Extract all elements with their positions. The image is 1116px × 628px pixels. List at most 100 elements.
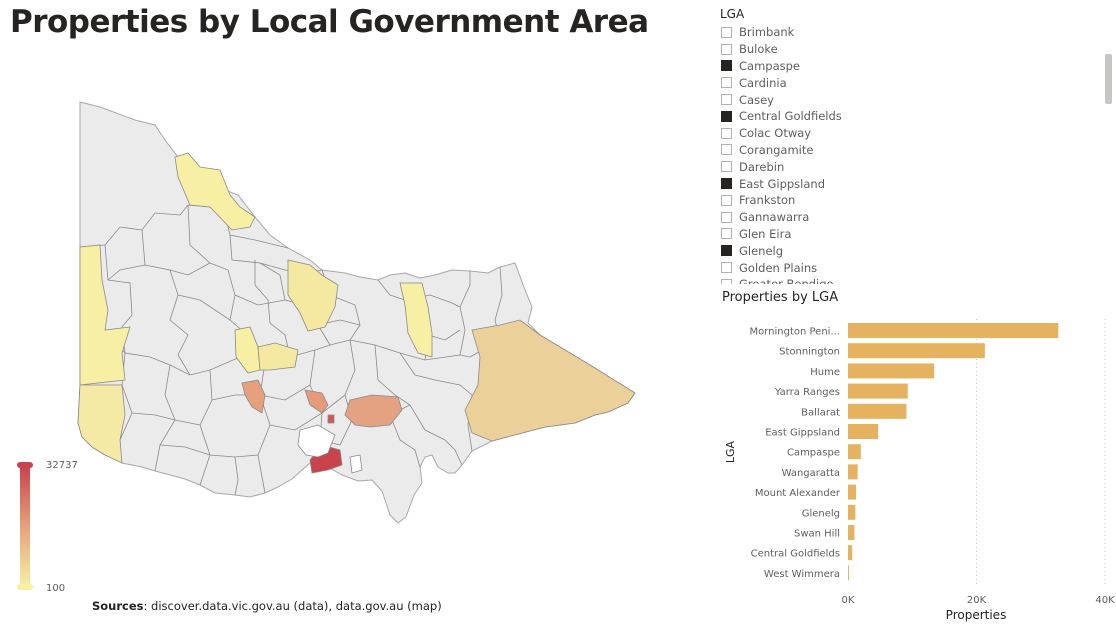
category-label: Mornington Peni... bbox=[749, 327, 840, 338]
bar[interactable] bbox=[848, 545, 853, 561]
category-label: Glenelg bbox=[802, 508, 840, 519]
bar[interactable] bbox=[848, 464, 858, 480]
category-label: Wangaratta bbox=[782, 468, 840, 479]
bar-chart-svg: Mornington Peni... Stonnington Hume Yarra R… bbox=[724, 319, 1115, 622]
bar[interactable] bbox=[848, 424, 879, 439]
slicer-checkbox[interactable] bbox=[721, 43, 732, 55]
slicer-item[interactable]: Frankston bbox=[718, 192, 1113, 209]
slicer-checkbox[interactable] bbox=[721, 178, 732, 190]
slicer-item[interactable]: Darebin bbox=[718, 158, 1113, 175]
slicer-checkbox[interactable] bbox=[721, 77, 732, 89]
slicer-item-label: Glenelg bbox=[739, 243, 784, 258]
bar[interactable] bbox=[848, 343, 985, 359]
slicer-item-label: Greater Bendigo bbox=[739, 277, 834, 284]
slicer-item-label: Buloke bbox=[739, 42, 778, 57]
category-label: Central Goldfields bbox=[751, 549, 840, 560]
category-label: Stonnington bbox=[779, 347, 840, 358]
legend-min-label: 100 bbox=[46, 583, 66, 594]
map-color-legend bbox=[17, 462, 33, 590]
slicer-checkbox[interactable] bbox=[721, 26, 732, 38]
slicer-title: LGA bbox=[720, 7, 745, 21]
properties-bar-chart: Properties by LGA Mornington Peni... Ston… bbox=[718, 287, 1116, 624]
slicer-item[interactable]: Corangamite bbox=[718, 142, 1113, 159]
slicer-item[interactable]: Cardinia bbox=[718, 74, 1113, 91]
slicer-item-label: Brimbank bbox=[739, 25, 795, 40]
slicer-item[interactable]: Golden Plains bbox=[718, 259, 1113, 276]
port-phillip-bay bbox=[297, 424, 336, 458]
slicer-item-label: Cardinia bbox=[739, 75, 787, 90]
bar[interactable] bbox=[848, 383, 908, 399]
slicer-item[interactable]: Glenelg bbox=[718, 242, 1113, 259]
slicer-item-label: Golden Plains bbox=[739, 260, 818, 275]
lga-stonnington bbox=[327, 414, 335, 424]
category-label: Mount Alexander bbox=[755, 488, 841, 499]
slicer-item-label: Casey bbox=[739, 92, 774, 107]
slicer-checkbox[interactable] bbox=[721, 245, 732, 257]
category-label: Hume bbox=[810, 367, 840, 378]
x-tick-label: 0K bbox=[842, 595, 855, 606]
page-title: Properties by Local Government Area bbox=[10, 4, 649, 40]
slicer-item[interactable]: Buloke bbox=[718, 41, 1113, 58]
slicer-item[interactable]: Glen Eira bbox=[718, 226, 1113, 243]
slicer-checkbox[interactable] bbox=[721, 110, 732, 122]
category-label: Yarra Ranges bbox=[774, 387, 840, 398]
slicer-checkbox[interactable] bbox=[721, 161, 732, 173]
category-label: Ballarat bbox=[801, 407, 840, 418]
lga-slicer: LGA Brimbank Buloke Campaspe Cardinia Casey C… bbox=[718, 6, 1113, 284]
slicer-checkbox[interactable] bbox=[721, 194, 732, 206]
bar-chart-title: Properties by LGA bbox=[722, 290, 839, 305]
slicer-scrollbar[interactable] bbox=[1105, 54, 1112, 104]
lga-west-wimmera bbox=[79, 244, 131, 386]
lga-mount-alexander bbox=[257, 342, 299, 371]
slicer-item[interactable]: Brimbank bbox=[718, 24, 1113, 41]
lga-yarra-ranges bbox=[344, 394, 403, 428]
victoria-map-svg bbox=[77, 101, 636, 524]
slicer-item-label: Central Goldfields bbox=[739, 109, 842, 124]
bar[interactable] bbox=[848, 444, 861, 460]
slicer-checkbox[interactable] bbox=[721, 228, 732, 240]
category-label: Swan Hill bbox=[794, 529, 840, 540]
slicer-item-label: Glen Eira bbox=[739, 226, 792, 241]
bar[interactable] bbox=[848, 504, 856, 520]
slicer-checkbox[interactable] bbox=[721, 94, 732, 106]
slicer-item-label: Campaspe bbox=[739, 58, 800, 73]
slicer-item-label: Gannawarra bbox=[739, 210, 810, 225]
bar[interactable] bbox=[848, 403, 907, 419]
slicer-item[interactable]: Central Goldfields bbox=[718, 108, 1113, 125]
lga-filled-regions bbox=[77, 152, 636, 474]
slicer-checkbox[interactable] bbox=[721, 211, 732, 223]
slicer-checkbox[interactable] bbox=[721, 144, 732, 156]
slicer-list: Brimbank Buloke Campaspe Cardinia Casey Centr… bbox=[718, 24, 1113, 284]
slicer-checkbox[interactable] bbox=[721, 262, 732, 274]
x-axis-title: Properties bbox=[946, 608, 1007, 622]
lga-campaspe bbox=[287, 259, 339, 332]
bar[interactable] bbox=[848, 565, 849, 581]
slicer-item[interactable]: East Gippsland bbox=[718, 175, 1113, 192]
western-port-bay bbox=[349, 454, 363, 474]
y-axis-title: LGA bbox=[724, 440, 737, 463]
bar[interactable] bbox=[848, 363, 935, 379]
slicer-checkbox[interactable] bbox=[721, 278, 732, 284]
lga-east-gippsland bbox=[464, 319, 636, 442]
lga-ballarat bbox=[241, 379, 266, 414]
bar[interactable] bbox=[848, 525, 855, 540]
lga-hume bbox=[304, 389, 329, 414]
lga-map[interactable] bbox=[60, 95, 650, 535]
slicer-item-label: East Gippsland bbox=[739, 176, 825, 191]
slicer-item[interactable]: Greater Bendigo bbox=[718, 276, 1113, 284]
slicer-checkbox[interactable] bbox=[721, 60, 732, 72]
bar[interactable] bbox=[848, 484, 857, 500]
slicer-item[interactable]: Gannawarra bbox=[718, 209, 1113, 226]
lga-glenelg bbox=[77, 384, 126, 464]
category-label: Campaspe bbox=[787, 448, 840, 459]
bar[interactable] bbox=[848, 323, 1059, 338]
slicer-checkbox[interactable] bbox=[721, 127, 732, 139]
sources-note: Sources: discover.data.vic.gov.au (data)… bbox=[92, 599, 442, 613]
category-label: West Wimmera bbox=[764, 569, 840, 580]
lga-swan-hill bbox=[174, 152, 256, 231]
x-tick-label: 20K bbox=[967, 595, 987, 606]
sources-text: : discover.data.vic.gov.au (data), data.… bbox=[143, 599, 442, 613]
slicer-item[interactable]: Colac Otway bbox=[718, 125, 1113, 142]
slicer-item[interactable]: Campaspe bbox=[718, 58, 1113, 75]
slicer-item[interactable]: Casey bbox=[718, 91, 1113, 108]
